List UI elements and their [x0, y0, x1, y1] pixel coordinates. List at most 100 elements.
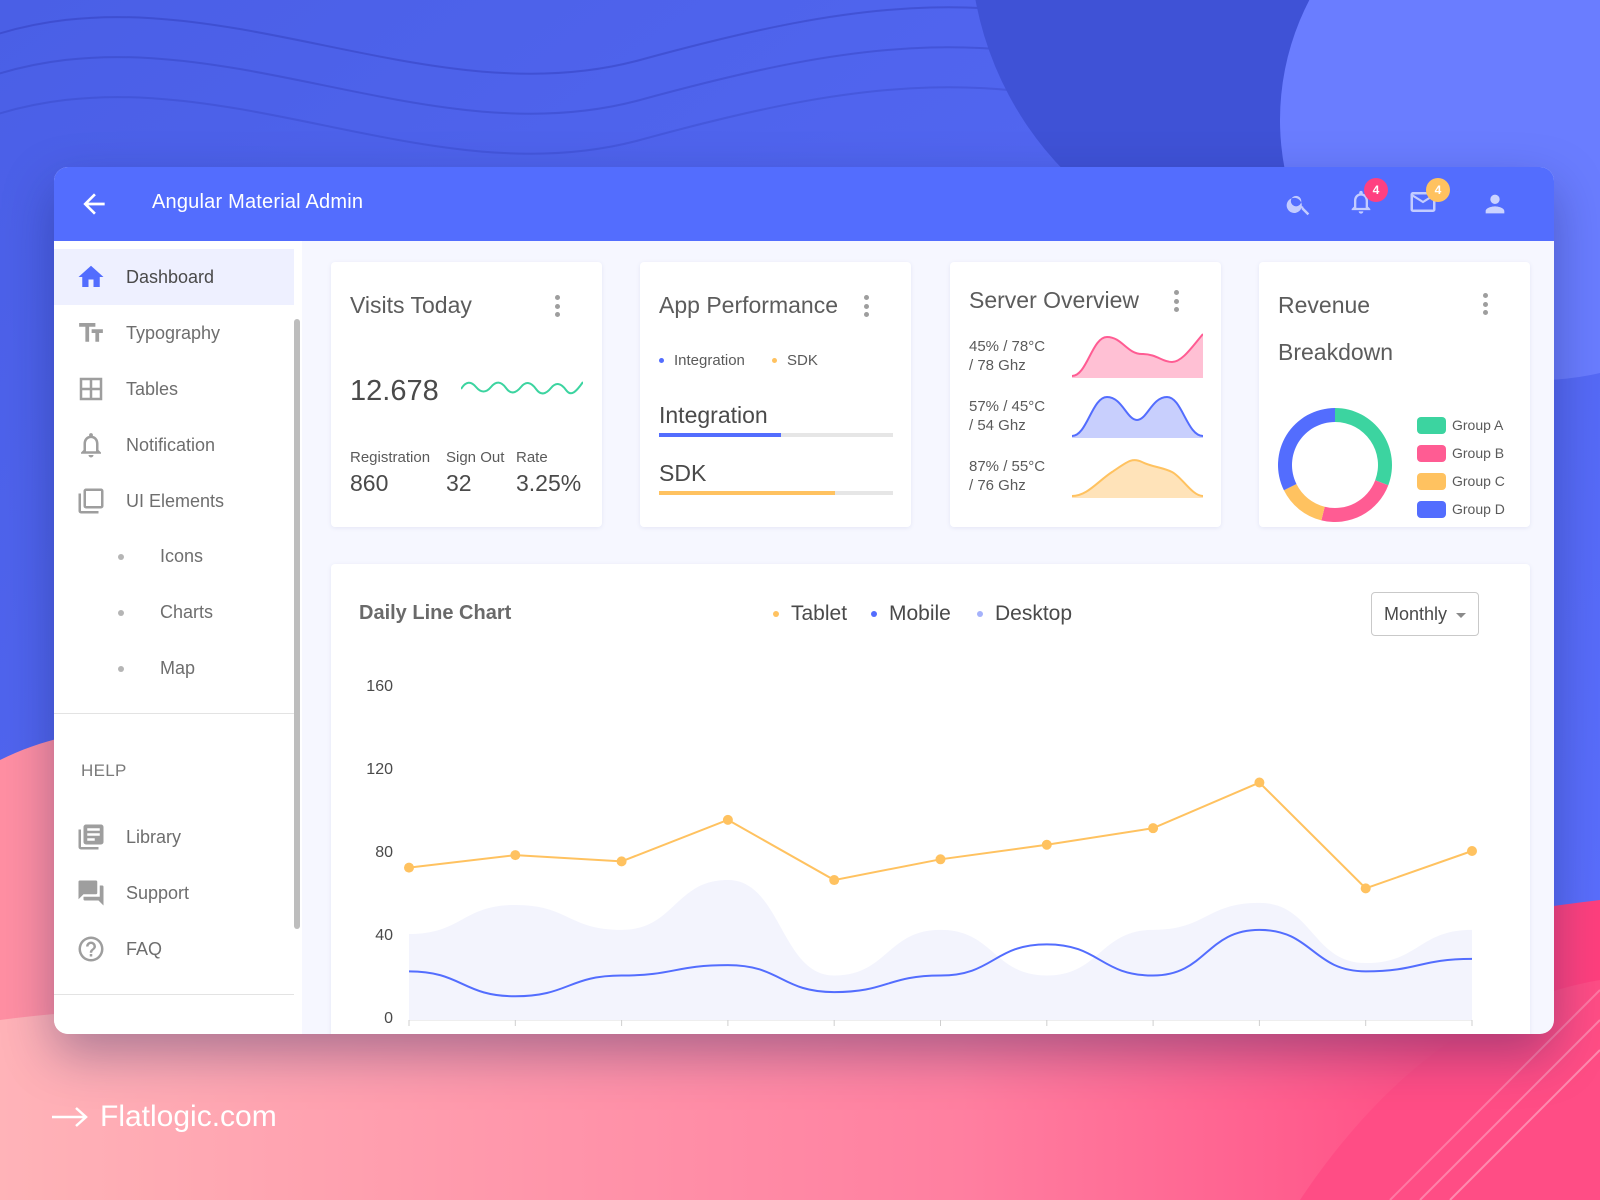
tablet-point — [1148, 823, 1159, 834]
sdk-progress-track — [659, 491, 893, 495]
tablet-point — [1467, 846, 1477, 856]
server-stat: / 54 Ghz — [969, 417, 1026, 434]
sidebar-item-label: Tables — [126, 378, 179, 399]
arrow-right-icon — [52, 1107, 88, 1127]
legend-item-mobile: Mobile — [871, 602, 951, 626]
legend-swatch — [1417, 500, 1446, 518]
legend-label: Group A — [1452, 417, 1504, 433]
messages-badge: 4 — [1426, 178, 1450, 202]
legend-label: Desktop — [995, 602, 1073, 625]
sidebar-item-library[interactable]: Library — [54, 809, 294, 865]
legend-item: Group A — [1417, 411, 1505, 439]
flatlogic-brand[interactable]: Flatlogic.com — [52, 1100, 277, 1134]
card-title: Breakdown — [1278, 339, 1394, 365]
library-books-icon — [76, 822, 106, 852]
sidebar-scrollbar[interactable] — [294, 319, 300, 929]
bell-icon — [76, 430, 106, 460]
tablet-point — [829, 875, 840, 886]
y-tick-label: 80 — [375, 844, 393, 861]
sidebar-item-label: Support — [126, 882, 190, 903]
app-title: Angular Material Admin — [152, 191, 364, 213]
legend-item: Group B — [1417, 439, 1505, 467]
sidebar-item-label: Typography — [126, 322, 221, 343]
stat-value: 32 — [446, 470, 472, 496]
app-header: Angular Material Admin 4 4 — [54, 167, 1554, 241]
period-select[interactable]: Monthly — [1371, 592, 1479, 636]
sidebar-item-support[interactable]: Support — [54, 865, 294, 921]
stat-label: Rate — [516, 449, 548, 466]
legend-label: SDK — [787, 352, 818, 369]
legend-label: Tablet — [791, 602, 848, 625]
tablet-point — [1254, 777, 1265, 788]
more-vert-icon[interactable] — [547, 292, 567, 320]
bullet-dot — [118, 610, 124, 616]
legend-item-desktop: Desktop — [977, 602, 1072, 626]
revenue-breakdown-card: Revenue Breakdown Group A Group B Group … — [1259, 262, 1530, 527]
bullet-dot — [118, 554, 124, 560]
legend-item: Group D — [1417, 495, 1505, 523]
perf-legend-sdk: SDK — [772, 352, 818, 369]
server-overview-card: Server Overview 45% / 78°C / 78 Ghz 57% … — [950, 262, 1221, 527]
legend-dot — [871, 611, 877, 617]
revenue-donut-chart — [1278, 408, 1392, 522]
tablet-point — [722, 814, 733, 825]
table-icon — [76, 374, 106, 404]
card-title: Visits Today — [350, 292, 472, 318]
sidebar-subitem-icons[interactable]: Icons — [54, 529, 294, 585]
tablet-point — [1360, 883, 1371, 894]
sidebar-subitem-label: Icons — [160, 546, 204, 566]
stat-label: Registration — [350, 449, 431, 466]
sidebar-item-notification[interactable]: Notification — [54, 417, 294, 473]
daily-line-chart: 0 40 80 120 160 — [366, 678, 1477, 1027]
sidebar-divider — [54, 994, 294, 995]
sidebar-subitem-label: Charts — [160, 602, 214, 622]
sidebar-item-tables[interactable]: Tables — [54, 361, 294, 417]
more-vert-icon[interactable] — [1166, 287, 1186, 315]
stat-value: 860 — [350, 470, 389, 496]
sidebar-subitem-map[interactable]: Map — [54, 641, 294, 697]
more-vert-icon[interactable] — [1475, 290, 1495, 318]
donut-slice-group-c — [1283, 484, 1325, 521]
card-title: App Performance — [659, 292, 838, 318]
search-icon[interactable] — [1282, 187, 1316, 221]
more-vert-icon[interactable] — [856, 292, 876, 320]
legend-item-tablet: Tablet — [773, 602, 847, 626]
server-row: 45% / 78°C / 78 Ghz — [969, 337, 1045, 375]
sidebar-item-ui-elements[interactable]: UI Elements — [54, 473, 294, 529]
legend-label: Group C — [1452, 473, 1505, 489]
sdk-progress-fill — [659, 491, 835, 495]
sidebar-item-faq[interactable]: FAQ — [54, 921, 294, 977]
integration-progress-track — [659, 433, 893, 437]
sidebar-item-dashboard[interactable]: Dashboard — [54, 249, 294, 305]
sidebar-item-label: Library — [126, 826, 182, 847]
sidebar-item-label: Dashboard — [126, 266, 215, 287]
home-icon — [76, 262, 106, 292]
server-area-chart-1 — [1072, 333, 1203, 378]
server-stat: 45% / 78°C — [969, 338, 1046, 355]
visits-sparkline — [461, 381, 583, 395]
legend-label: Integration — [674, 352, 745, 369]
account-icon[interactable] — [1478, 187, 1512, 221]
progress-label: SDK — [659, 460, 707, 486]
stat-value: 3.25% — [516, 470, 582, 496]
legend-dot — [773, 611, 779, 617]
notifications-button[interactable]: 4 — [1344, 178, 1388, 221]
tablet-point — [404, 862, 414, 873]
integration-progress-fill — [659, 433, 781, 437]
legend-dot — [659, 358, 664, 363]
sidebar-subitem-label: Map — [160, 658, 196, 678]
server-stat: 57% / 45°C — [969, 398, 1046, 415]
brand-label: Flatlogic.com — [100, 1100, 277, 1133]
legend-label: Group D — [1452, 501, 1505, 517]
server-stat: / 76 Ghz — [969, 477, 1026, 494]
messages-button[interactable]: 4 — [1406, 178, 1450, 221]
series-mobile-line — [408, 928, 1473, 998]
dropdown-caret-icon — [1456, 613, 1466, 618]
sidebar-item-label: FAQ — [126, 938, 163, 959]
legend-label: Group B — [1452, 445, 1505, 461]
sidebar-item-typography[interactable]: Typography — [54, 305, 294, 361]
legend-label: Mobile — [889, 602, 951, 625]
arrow-back-icon[interactable] — [78, 188, 110, 220]
sidebar-subitem-charts[interactable]: Charts — [54, 585, 294, 641]
series-tablet-line — [408, 781, 1473, 890]
